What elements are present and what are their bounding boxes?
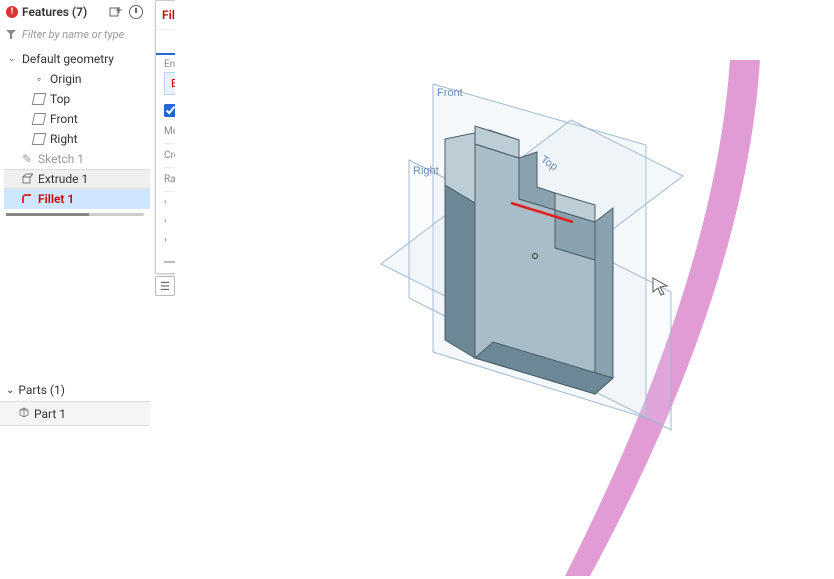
filter-row (0, 24, 150, 49)
tree-extrude1[interactable]: Extrude 1 (4, 169, 150, 189)
tree-sketch1[interactable]: ✎ Sketch 1 (4, 149, 150, 169)
plane-icon (32, 92, 46, 106)
feature-tree: ⌄ Default geometry ◦ Origin Top Front Ri… (0, 49, 150, 209)
tree-front-plane[interactable]: Front (4, 109, 150, 129)
part-row[interactable]: Part 1 (0, 402, 150, 426)
part-face (595, 208, 613, 394)
origin-icon: ◦ (32, 72, 46, 86)
extrude-icon (20, 172, 34, 186)
feature-tree-header: ! Features (7) (0, 0, 150, 24)
3d-viewport[interactable]: Front Top Right (175, 0, 834, 576)
part-face (445, 185, 475, 358)
front-plane-label: Front (437, 87, 463, 99)
part-icon (18, 406, 30, 421)
tree-default-geometry[interactable]: ⌄ Default geometry (4, 49, 150, 69)
sketch-icon: ✎ (20, 152, 34, 166)
fillet-icon (20, 192, 34, 206)
parts-panel: ⌄ Parts (1) Part 1 (0, 379, 150, 426)
tree-origin[interactable]: ◦ Origin (4, 69, 150, 89)
feature-tree-panel: ! Features (7) ⌄ Default geometry ◦ Orig… (0, 0, 150, 576)
tree-right-plane[interactable]: Right (4, 129, 150, 149)
feature-tree-title: Features (7) (22, 5, 104, 19)
right-plane-label: Right (413, 165, 439, 177)
tree-top-plane[interactable]: Top (4, 89, 150, 109)
rollback-bar[interactable] (6, 213, 144, 216)
history-icon[interactable] (128, 4, 144, 20)
warning-icon: ! (6, 6, 18, 18)
parts-header[interactable]: ⌄ Parts (1) (0, 379, 150, 402)
add-feature-icon[interactable] (108, 4, 124, 20)
plane-icon (32, 112, 46, 126)
tree-fillet1[interactable]: Fillet 1 (4, 189, 150, 209)
plane-icon (32, 132, 46, 146)
filter-icon[interactable] (6, 30, 16, 39)
collapse-panel-button[interactable]: ☰ (155, 276, 175, 296)
filter-input[interactable] (20, 26, 164, 43)
